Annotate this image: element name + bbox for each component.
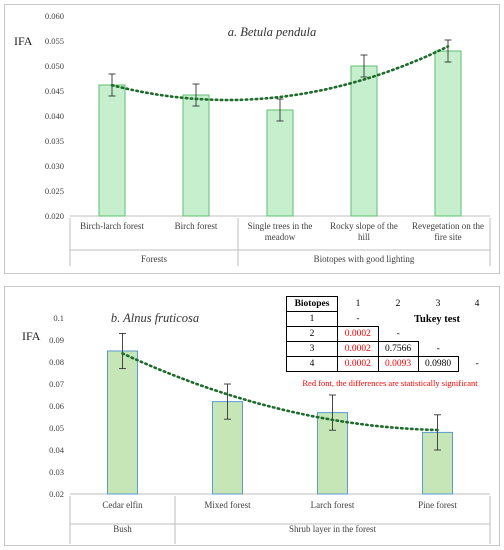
tukey-row-label: 1 xyxy=(286,311,338,327)
y-tick-label: 0.040 xyxy=(45,111,64,121)
y-tick-label: 0.035 xyxy=(45,136,64,146)
tukey-cell: - xyxy=(475,359,479,369)
x-category-label: Mixed forest xyxy=(204,500,251,510)
bar xyxy=(98,84,126,217)
x-category-label: Cedar elfin xyxy=(102,500,143,510)
y-tick-label: 0.02 xyxy=(49,489,64,499)
bar xyxy=(182,94,210,217)
y-tick-label: 0.1 xyxy=(53,313,64,323)
bar xyxy=(350,65,378,217)
tukey-cell-significant: 0.0002 xyxy=(337,341,379,357)
x-category-label: Revegetation on the xyxy=(412,221,484,231)
y-tick-label: 0.045 xyxy=(45,86,64,96)
y-tick-label: 0.03 xyxy=(49,467,64,477)
bar xyxy=(434,50,462,217)
chart-betula-pendula: 0.020 0.025 0.030 0.035 0.040 0.045 0.050 0.055… xyxy=(14,11,491,266)
tukey-row-3: 3 0.0002 0.7566 - xyxy=(286,341,497,357)
y-tick-label: 0.09 xyxy=(49,335,64,345)
bar xyxy=(266,109,294,217)
x-category-label: Larch forest xyxy=(311,500,355,510)
tukey-cell-significant: 0.0093 xyxy=(377,356,419,372)
tukey-corner: Biotopes xyxy=(286,296,338,312)
y-axis-label: IFA xyxy=(22,329,41,343)
tukey-cell: 0.7566 xyxy=(377,341,419,357)
trendline xyxy=(121,352,439,432)
x-category-label: meadow xyxy=(265,232,296,242)
trendline xyxy=(110,45,450,102)
group-label: Biotopes with good lighting xyxy=(314,254,415,264)
y-tick-label: 0.06 xyxy=(49,401,64,411)
y-tick-label: 0.04 xyxy=(49,445,65,455)
x-category-label: Single trees in the xyxy=(248,221,313,231)
tukey-note: Red font, the differences are statistica… xyxy=(302,378,478,388)
group-label: Forests xyxy=(141,254,168,264)
y-tick-label: 0.030 xyxy=(45,161,64,171)
tukey-row-label: 3 xyxy=(286,341,338,357)
tukey-col-3: 3 xyxy=(435,299,441,309)
chart-title: b. Alnus fruticosa xyxy=(111,311,199,325)
tukey-row-label: 4 xyxy=(286,356,338,372)
tukey-cell: - xyxy=(436,343,440,354)
x-category-label: Rocky slope of the xyxy=(330,221,398,231)
tukey-row-4: 4 0.0002 0.0093 0.0980 - xyxy=(286,356,497,372)
tukey-cell: - xyxy=(356,313,360,324)
tukey-row-1: 1 - Tukey test xyxy=(286,311,497,327)
tukey-row-2: 2 0.0002 - xyxy=(286,326,497,342)
y-tick-label: 0.050 xyxy=(45,61,64,71)
y-tick-label: 0.020 xyxy=(45,211,64,221)
x-category-label: Birch-larch forest xyxy=(80,221,144,231)
x-category-label: fire site xyxy=(434,232,461,242)
y-tick-label: 0.060 xyxy=(45,11,64,21)
x-category-label: Birch forest xyxy=(175,221,218,231)
group-label: Shrub layer in the forest xyxy=(289,524,376,534)
group-label: Bush xyxy=(113,524,132,534)
chart-panel-betula xyxy=(4,4,500,274)
bar xyxy=(107,350,138,495)
y-tick-label: 0.08 xyxy=(49,357,64,367)
tukey-cell: 0.0980 xyxy=(417,356,459,372)
y-axis-label: IFA xyxy=(14,34,33,48)
tukey-row-label: 2 xyxy=(286,326,338,342)
y-tick-label: 0.025 xyxy=(45,186,64,196)
tukey-table: Biotopes 1 2 3 4 1 - Tukey test 2 0.0002… xyxy=(286,296,496,372)
tukey-col-1: 1 xyxy=(355,299,361,309)
x-category-label: Pine forest xyxy=(418,500,457,510)
y-tick-label: 0.07 xyxy=(49,379,64,389)
y-tick-label: 0.05 xyxy=(49,423,64,433)
tukey-col-4: 4 xyxy=(474,299,480,309)
y-tick-label: 0.055 xyxy=(45,36,64,46)
tukey-caption: Tukey test xyxy=(414,313,460,325)
tukey-cell-significant: 0.0002 xyxy=(337,326,379,342)
tukey-col-2: 2 xyxy=(395,299,401,309)
tukey-cell-significant: 0.0002 xyxy=(337,356,379,372)
tukey-cell: - xyxy=(396,328,400,339)
chart-title: a. Betula pendula xyxy=(228,25,317,39)
tukey-header-row: Biotopes 1 2 3 4 xyxy=(286,296,497,312)
x-category-label: hill xyxy=(358,232,371,242)
